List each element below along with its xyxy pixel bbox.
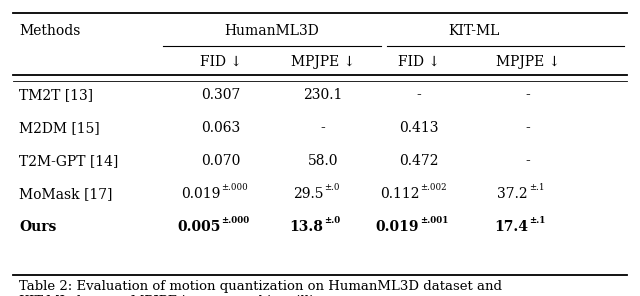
Text: Methods: Methods — [19, 24, 81, 38]
Text: KIT-ML: KIT-ML — [448, 24, 499, 38]
Text: ±.0: ±.0 — [324, 216, 340, 225]
Text: MoMask [17]: MoMask [17] — [19, 187, 113, 201]
Text: 0.472: 0.472 — [399, 154, 439, 168]
Text: -: - — [525, 154, 531, 168]
Text: -: - — [417, 88, 422, 102]
Text: M2DM [15]: M2DM [15] — [19, 121, 100, 135]
Text: FID ↓: FID ↓ — [200, 55, 242, 69]
Text: 0.413: 0.413 — [399, 121, 439, 135]
Text: ±.001: ±.001 — [420, 216, 448, 225]
Text: ±.0: ±.0 — [324, 183, 339, 192]
Text: 0.070: 0.070 — [201, 154, 241, 168]
Text: -: - — [321, 121, 326, 135]
Text: ±.002: ±.002 — [420, 183, 447, 192]
Text: 17.4: 17.4 — [494, 220, 528, 234]
Text: FID ↓: FID ↓ — [398, 55, 440, 69]
Text: -: - — [525, 88, 531, 102]
Text: ±.000: ±.000 — [221, 183, 248, 192]
Text: T2M-GPT [14]: T2M-GPT [14] — [19, 154, 118, 168]
Text: 0.019: 0.019 — [376, 220, 419, 234]
Text: -: - — [525, 121, 531, 135]
Text: 13.8: 13.8 — [289, 220, 323, 234]
Text: 29.5: 29.5 — [292, 187, 323, 201]
Text: 0.112: 0.112 — [380, 187, 419, 201]
Text: Table 2: Evaluation of motion quantization on HumanML3D dataset and
KIT-ML datas: Table 2: Evaluation of motion quantizati… — [19, 280, 502, 296]
Text: 0.019: 0.019 — [181, 187, 221, 201]
Text: TM2T [13]: TM2T [13] — [19, 88, 93, 102]
Text: 0.063: 0.063 — [201, 121, 241, 135]
Text: ±.1: ±.1 — [529, 216, 545, 225]
Text: ±.000: ±.000 — [221, 216, 250, 225]
Text: 0.307: 0.307 — [201, 88, 241, 102]
Text: 58.0: 58.0 — [308, 154, 339, 168]
Text: 37.2: 37.2 — [497, 187, 528, 201]
Text: Ours: Ours — [19, 220, 56, 234]
Text: MPJPE ↓: MPJPE ↓ — [496, 55, 560, 69]
Text: MPJPE ↓: MPJPE ↓ — [291, 55, 355, 69]
Text: 230.1: 230.1 — [303, 88, 343, 102]
Text: ±.1: ±.1 — [529, 183, 544, 192]
Text: HumanML3D: HumanML3D — [225, 24, 319, 38]
Text: 0.005: 0.005 — [177, 220, 221, 234]
